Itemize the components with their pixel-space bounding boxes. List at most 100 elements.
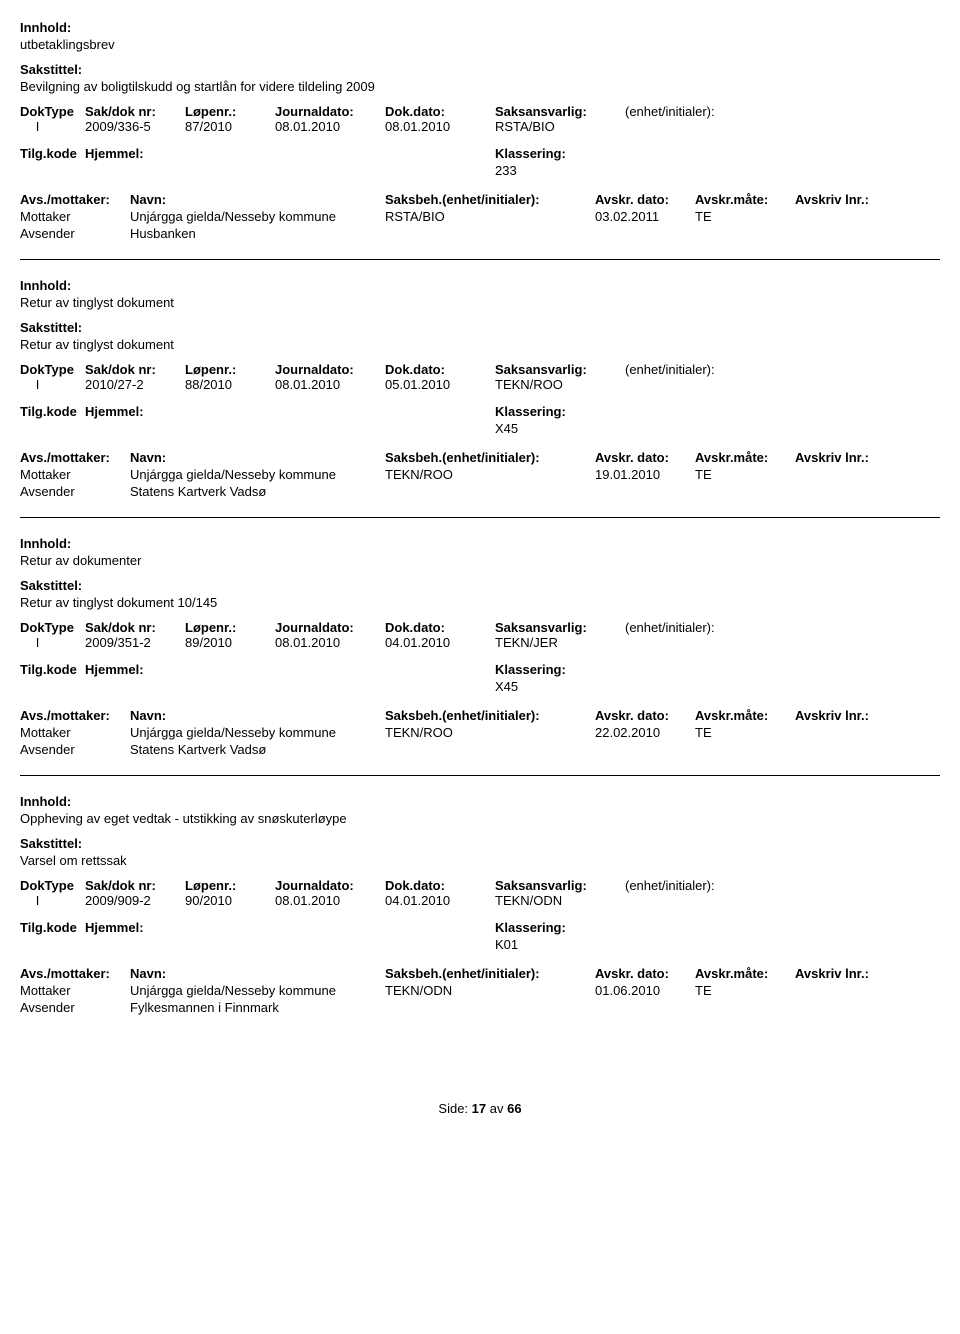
saknr-label: Sak/dok nr: (85, 362, 185, 377)
avskrivlnr-label: Avskriv lnr.: (795, 192, 940, 207)
doktype-label: DokType (20, 104, 85, 119)
party-avskrmate: TE (695, 983, 795, 998)
party-row: Mottaker Unjárgga gielda/Nesseby kommune… (20, 983, 940, 998)
journaldato-value: 08.01.2010 (275, 635, 385, 650)
meta-value-row: I 2010/27-2 88/2010 08.01.2010 05.01.201… (20, 377, 940, 392)
klassering-value: X45 (495, 679, 940, 694)
party-role: Avsender (20, 484, 130, 499)
saksansvarlig-value: TEKN/ROO (495, 377, 625, 392)
party-role: Mottaker (20, 983, 130, 998)
hjemmel-label: Hjemmel: (85, 920, 495, 935)
party-navn: Statens Kartverk Vadsø (130, 484, 385, 499)
avsmottaker-label: Avs./mottaker: (20, 192, 130, 207)
doktype-value: I (20, 377, 85, 392)
klassering-label: Klassering: (495, 662, 566, 677)
saksbeh-label: Saksbeh.(enhet/initialer): (385, 966, 595, 981)
journal-record: Innhold: Oppheving av eget vedtak - utst… (20, 794, 940, 1033)
party-role: Avsender (20, 742, 130, 757)
hjemmel-row: Tilg.kode Hjemmel: Klassering: (20, 920, 940, 935)
saksbeh-label: Saksbeh.(enhet/initialer): (385, 708, 595, 723)
party-row: Avsender Fylkesmannen i Finnmark (20, 1000, 940, 1015)
journaldato-label: Journaldato: (275, 878, 385, 893)
avskrivlnr-label: Avskriv lnr.: (795, 708, 940, 723)
party-avskrdato: 22.02.2010 (595, 725, 695, 740)
hjemmel-row: Tilg.kode Hjemmel: Klassering: (20, 662, 940, 677)
party-avskrivlnr (795, 742, 940, 757)
doktype-label: DokType (20, 362, 85, 377)
party-saksbeh (385, 742, 595, 757)
party-saksbeh (385, 1000, 595, 1015)
party-navn: Husbanken (130, 226, 385, 241)
lopenr-value: 87/2010 (185, 119, 275, 134)
lopenr-label: Løpenr.: (185, 878, 275, 893)
journaldato-label: Journaldato: (275, 104, 385, 119)
hjemmel-label: Hjemmel: (85, 146, 495, 161)
party-navn: Fylkesmannen i Finnmark (130, 1000, 385, 1015)
navn-label: Navn: (130, 192, 385, 207)
avsmottaker-label: Avs./mottaker: (20, 966, 130, 981)
sakstittel-value: Bevilgning av boligtilskudd og startlån … (20, 79, 940, 94)
page-num: 17 (472, 1101, 486, 1116)
party-avskrdato (595, 742, 695, 757)
party-row: Mottaker Unjárgga gielda/Nesseby kommune… (20, 725, 940, 740)
innhold-value: Oppheving av eget vedtak - utstikking av… (20, 811, 940, 826)
dokdato-label: Dok.dato: (385, 878, 495, 893)
doktype-value: I (20, 119, 85, 134)
party-row: Mottaker Unjárgga gielda/Nesseby kommune… (20, 209, 940, 224)
innhold-value: utbetaklingsbrev (20, 37, 940, 52)
saknr-value: 2010/27-2 (85, 377, 185, 392)
saknr-value: 2009/351-2 (85, 635, 185, 650)
enhet-label: (enhet/initialer): (625, 104, 940, 119)
saksbeh-label: Saksbeh.(enhet/initialer): (385, 450, 595, 465)
party-role: Mottaker (20, 467, 130, 482)
party-header-row: Avs./mottaker: Navn: Saksbeh.(enhet/init… (20, 450, 940, 465)
party-avskrivlnr (795, 226, 940, 241)
sakstittel-label: Sakstittel: (20, 62, 940, 77)
dokdato-value: 04.01.2010 (385, 893, 495, 908)
avskrmate-label: Avskr.måte: (695, 192, 795, 207)
party-avskrdato (595, 484, 695, 499)
avsmottaker-label: Avs./mottaker: (20, 450, 130, 465)
avskrivlnr-label: Avskriv lnr.: (795, 450, 940, 465)
saknr-label: Sak/dok nr: (85, 878, 185, 893)
party-avskrivlnr (795, 1000, 940, 1015)
doktype-value: I (20, 635, 85, 650)
page-total: 66 (507, 1101, 521, 1116)
journal-record: Innhold: utbetaklingsbrev Sakstittel: Be… (20, 20, 940, 260)
avskrdato-label: Avskr. dato: (595, 192, 695, 207)
klassering-value: K01 (495, 937, 940, 952)
party-saksbeh: TEKN/ROO (385, 725, 595, 740)
party-navn: Statens Kartverk Vadsø (130, 742, 385, 757)
saksbeh-label: Saksbeh.(enhet/initialer): (385, 192, 595, 207)
saknr-value: 2009/909-2 (85, 893, 185, 908)
saksansvarlig-value: TEKN/JER (495, 635, 625, 650)
navn-label: Navn: (130, 708, 385, 723)
avskrdato-label: Avskr. dato: (595, 450, 695, 465)
party-avskrmate: TE (695, 725, 795, 740)
saksansvarlig-label: Saksansvarlig: (495, 104, 625, 119)
klassering-label: Klassering: (495, 404, 566, 419)
party-saksbeh (385, 226, 595, 241)
klassering-value: 233 (495, 163, 940, 178)
enhet-label: (enhet/initialer): (625, 878, 940, 893)
doktype-value: I (20, 893, 85, 908)
party-avskrdato: 03.02.2011 (595, 209, 695, 224)
avskrdato-label: Avskr. dato: (595, 708, 695, 723)
avskrivlnr-label: Avskriv lnr.: (795, 966, 940, 981)
page-footer: Side: 17 av 66 (20, 1051, 940, 1116)
saksansvarlig-label: Saksansvarlig: (495, 878, 625, 893)
avskrmate-label: Avskr.måte: (695, 450, 795, 465)
lopenr-label: Løpenr.: (185, 362, 275, 377)
navn-label: Navn: (130, 966, 385, 981)
innhold-label: Innhold: (20, 20, 940, 35)
doktype-label: DokType (20, 878, 85, 893)
party-avskrdato: 01.06.2010 (595, 983, 695, 998)
innhold-value: Retur av dokumenter (20, 553, 940, 568)
sakstittel-label: Sakstittel: (20, 320, 940, 335)
party-avskrmate (695, 1000, 795, 1015)
innhold-value: Retur av tinglyst dokument (20, 295, 940, 310)
party-row: Mottaker Unjárgga gielda/Nesseby kommune… (20, 467, 940, 482)
lopenr-label: Løpenr.: (185, 620, 275, 635)
party-row: Avsender Statens Kartverk Vadsø (20, 484, 940, 499)
saknr-value: 2009/336-5 (85, 119, 185, 134)
